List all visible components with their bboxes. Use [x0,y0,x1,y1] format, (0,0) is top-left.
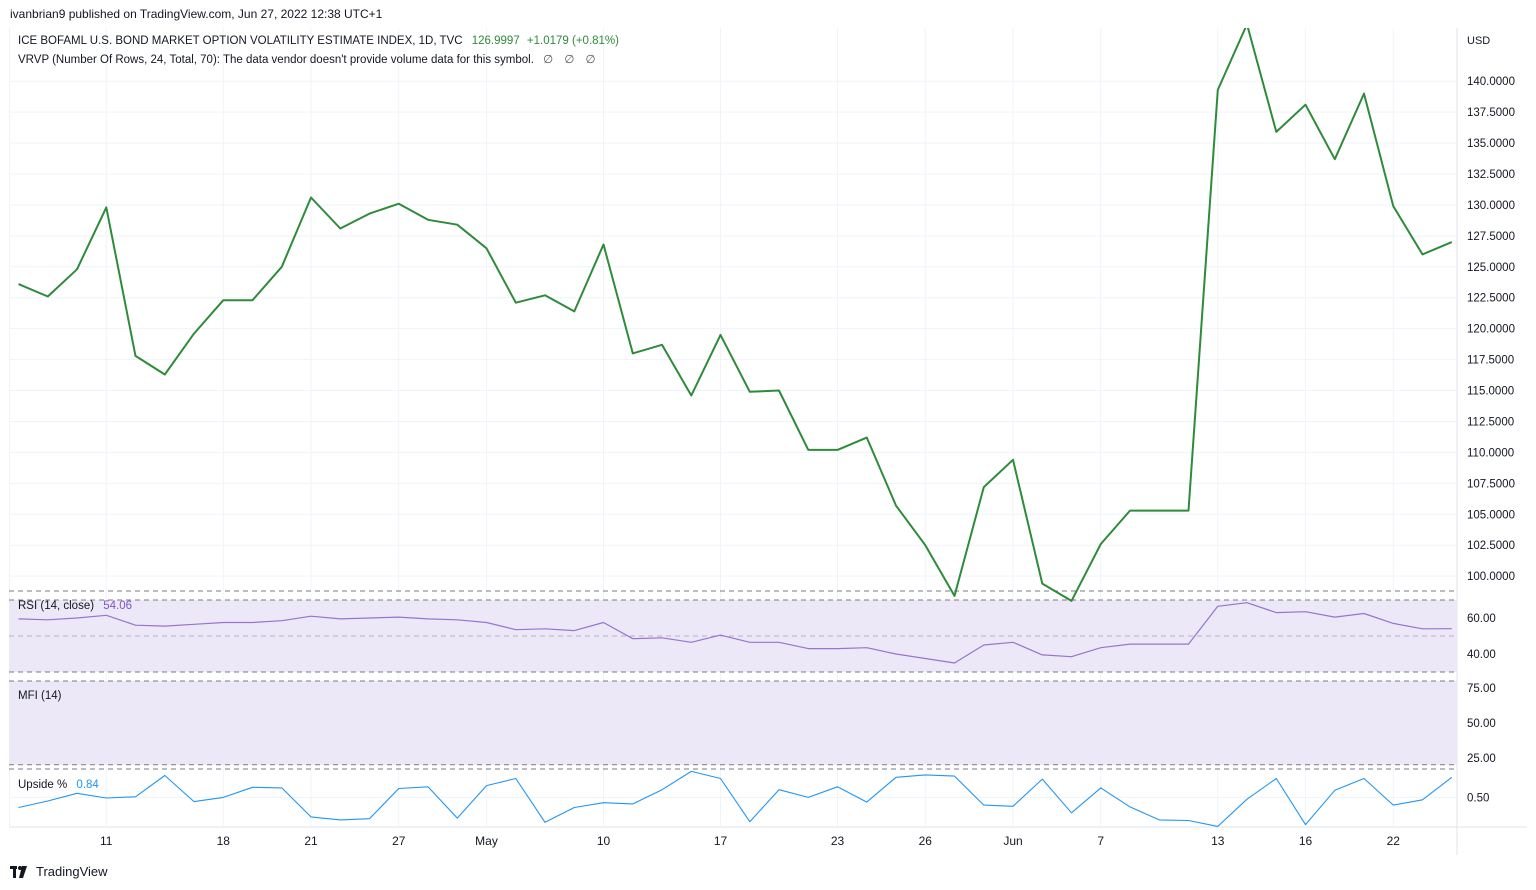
x-tick-label: 18 [217,834,231,848]
y-tick-label: 110.0000 [1467,447,1514,459]
rsi-label: RSI (14, close) [18,600,95,612]
y-tick-label: 125.0000 [1467,262,1515,274]
y-tick-label: 137.5000 [1467,107,1515,119]
y-tick-label: 105.0000 [1467,509,1515,521]
brand-name: TradingView [36,864,108,879]
price-line [18,28,1453,602]
y-tick-label: 117.5000 [1467,355,1514,367]
tradingview-footer[interactable]: TradingView [10,864,108,879]
x-tick-label: 13 [1211,834,1225,848]
y-tick-label: 130.0000 [1467,200,1515,212]
y-tick-label: 122.5000 [1467,293,1515,305]
axis-layer: 100.0000 102.5000 105.0000 107.5000 110.0000… [100,35,1515,848]
x-tick-label: Jun [1003,834,1022,848]
mfi-legend[interactable]: MFI (14) [18,690,61,702]
x-tick-label: 21 [304,834,318,848]
y-tick-label: 25.00 [1467,753,1496,765]
y-tick-label: 140.0000 [1467,76,1515,88]
y-tick-label: 40.00 [1467,649,1496,661]
vrvp-visibility-icons[interactable]: ∅ ∅ ∅ [543,54,600,66]
x-tick-label: 26 [919,834,933,848]
symbol-legend[interactable]: ICE BOFAML U.S. BOND MARKET OPTION VOLAT… [18,35,619,47]
upside-line [18,770,1453,827]
x-tick-label: 7 [1097,834,1104,848]
tradingview-logo-icon [10,865,27,878]
series-layer [18,28,1453,827]
y-tick-label: 112.5000 [1467,416,1514,428]
y-tick-label: 75.00 [1467,683,1496,695]
x-tick-label: 10 [597,834,611,848]
y-tick-label: 0.50 [1467,792,1489,804]
x-tick-label: 11 [100,834,113,848]
x-tick-label: May [475,834,498,848]
y-tick-label: 60.00 [1467,613,1496,625]
y-tick-label: 135.0000 [1467,138,1515,150]
x-tick-label: 23 [831,834,845,848]
x-tick-label: 27 [392,834,406,848]
mfi-band [9,681,1457,765]
y-tick-label: 127.5000 [1467,231,1515,243]
published-caption: ivanbrian9 published on TradingView.com,… [10,7,383,21]
rsi-legend[interactable]: RSI (14, close) 54.06 [18,600,132,612]
x-tick-label: 16 [1299,834,1313,848]
symbol-name: ICE BOFAML U.S. BOND MARKET OPTION VOLAT… [18,35,463,47]
price-change: +1.0179 (+0.81%) [526,35,619,47]
currency-label: USD [1467,35,1490,47]
vrvp-label: VRVP (Number Of Rows, 24, Total, 70): Th… [18,54,534,66]
y-tick-label: 120.0000 [1467,324,1515,336]
y-tick-label: 102.5000 [1467,540,1515,552]
y-tick-label: 100.0000 [1467,571,1515,583]
y-tick-label: 115.0000 [1467,386,1514,398]
last-price: 126.9997 [471,35,520,47]
upside-value: 0.84 [76,779,99,791]
vrvp-legend[interactable]: VRVP (Number Of Rows, 24, Total, 70): Th… [18,52,600,66]
rsi-line [18,602,1452,664]
y-tick-label: 132.5000 [1467,169,1515,181]
upside-legend[interactable]: Upside % 0.84 [18,779,99,791]
y-tick-label: 50.00 [1467,718,1496,730]
chart-canvas[interactable]: 100.0000 102.5000 105.0000 107.5000 110.0000… [9,28,1527,856]
x-tick-label: 22 [1387,834,1401,848]
upside-label: Upside % [18,779,68,791]
rsi-value: 54.06 [103,600,133,612]
x-tick-label: 17 [714,834,728,848]
indicator-bands [9,599,1457,766]
y-tick-label: 107.5000 [1467,478,1515,490]
mfi-label: MFI (14) [18,690,62,702]
